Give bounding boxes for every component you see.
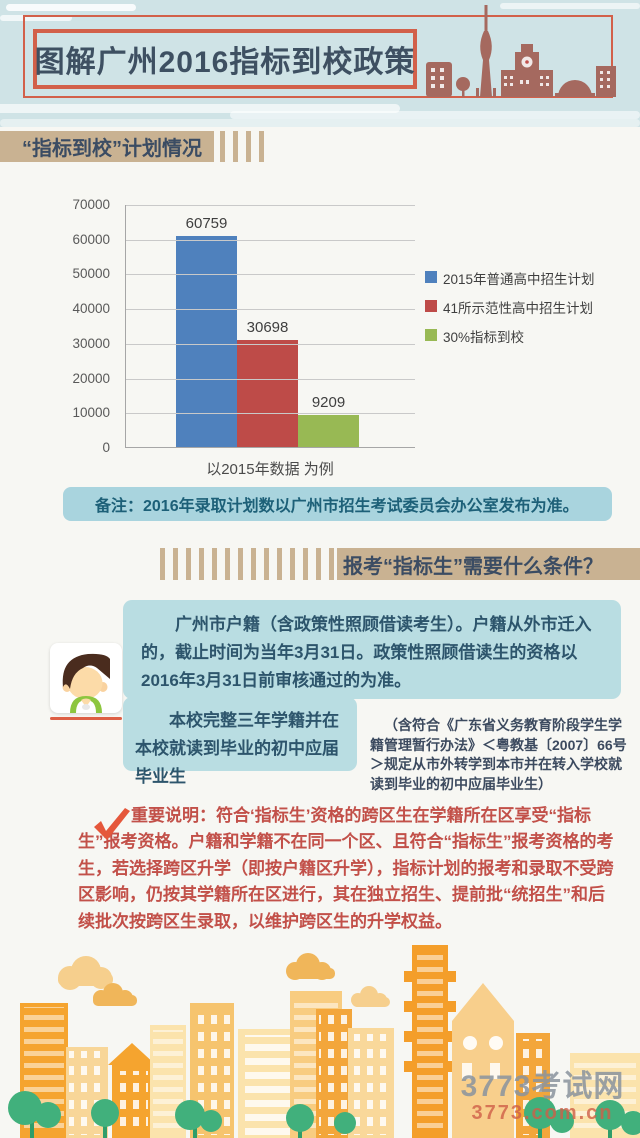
y-tick-label: 30000 xyxy=(72,335,110,351)
stripe-decoration xyxy=(220,131,265,162)
gridline xyxy=(126,309,415,311)
condition-box-residence: 广州市户籍（含政策性照顾借读考生）。户籍从外市迁入的，截止时间为当年3月31日。… xyxy=(123,600,621,699)
legend-label: 41所示范性高中招生计划 xyxy=(443,301,594,316)
legend-item: 30%指标到校 xyxy=(425,326,595,346)
header-banner: 图解广州2016指标到校政策 xyxy=(0,0,640,127)
chart-y-axis: 70000 60000 50000 40000 30000 20000 10000 0 xyxy=(58,197,118,455)
watermark-site-name: 3773考试网 xyxy=(460,1070,625,1103)
chart-plot: 60759 30698 9209 xyxy=(125,205,415,448)
brush-streak xyxy=(0,15,72,21)
gridline xyxy=(126,343,415,345)
chart-bars: 60759 30698 9209 xyxy=(176,215,359,447)
page-title: 图解广州2016指标到校政策 xyxy=(34,46,416,79)
avatar-underline xyxy=(50,717,122,720)
y-tick-label: 10000 xyxy=(72,405,110,421)
legend-swatch xyxy=(425,329,437,341)
note-text: 备注：2016年录取计划数以广州市招生考试委员会办公室发布为准。 xyxy=(95,498,579,515)
y-tick-label: 70000 xyxy=(72,197,110,212)
footer-cityscape: 3773考试网 3773.com.cn xyxy=(0,943,640,1138)
gridline xyxy=(126,274,415,276)
legend-swatch xyxy=(425,300,437,312)
brush-streak xyxy=(6,4,136,11)
bar-value-label: 30698 xyxy=(246,319,289,336)
section-plan-title: “指标到校”计划情况 xyxy=(22,138,202,160)
student-avatar-icon xyxy=(62,653,110,713)
bar-41所示范性高中招生计划: 30698 xyxy=(237,319,298,447)
bar-value-label: 60759 xyxy=(185,215,228,232)
watermark-site-url: 3773.com.cn xyxy=(471,1101,614,1124)
condition-enrollment-text: 本校完整三年学籍并在本校就读到毕业的初中应届毕业生 xyxy=(135,711,339,786)
chart-x-axis-label: 以2015年数据 为例 xyxy=(206,461,334,478)
chart-legend: 2015年普通高中招生计划 41所示范性高中招生计划 30%指标到校 xyxy=(425,268,595,355)
bar-30%指标到校: 9209 xyxy=(298,394,359,447)
header-outer-frame xyxy=(23,15,613,98)
condition-box-enrollment: 本校完整三年学籍并在本校就读到毕业的初中应届毕业生 xyxy=(123,697,357,786)
y-tick-label: 40000 xyxy=(72,301,110,317)
bar-value-label: 9209 xyxy=(311,394,346,411)
section-conditions-title: 报考“指标生”需要什么条件？ xyxy=(343,555,603,578)
y-tick-label: 50000 xyxy=(72,266,110,282)
gridline xyxy=(126,413,415,415)
bar-2015年普通高中招生计划: 60759 xyxy=(176,215,237,447)
legend-swatch xyxy=(425,271,437,283)
legend-label: 2015年普通高中招生计划 xyxy=(443,272,595,287)
important-note-text: 重要说明：符合‘指标生’资格的跨区生在学籍所在区享受“指标生”报考资格。户籍和学… xyxy=(78,806,614,931)
brush-streak xyxy=(230,111,640,119)
section-conditions-bar: 报考“指标生”需要什么条件？ xyxy=(337,548,640,580)
header-title-frame: 图解广州2016指标到校政策 xyxy=(33,29,417,89)
condition-sidenote: （含符合《广东省义务教育阶段学生学籍管理暂行办法》＜粤教基〔2007〕66号＞规… xyxy=(370,717,627,792)
checkmark-icon xyxy=(94,808,130,840)
guangzhou-skyline-icon xyxy=(426,5,616,97)
note-box: 备注：2016年录取计划数以广州市招生考试委员会办公室发布为准。 xyxy=(63,487,612,521)
admission-plan-chart: 70000 60000 50000 40000 30000 20000 10000 0 607… xyxy=(58,196,623,488)
y-tick-label: 0 xyxy=(102,440,110,455)
important-note: 重要说明：符合‘指标生’资格的跨区生在学籍所在区享受“指标生”报考资格。户籍和学… xyxy=(78,803,619,935)
brush-streak xyxy=(0,119,640,127)
section-conditions-header: 报考“指标生”需要什么条件？ xyxy=(0,548,640,580)
legend-item: 2015年普通高中招生计划 xyxy=(425,268,595,288)
watermark: 3773考试网 3773.com.cn xyxy=(450,1071,635,1124)
gridline xyxy=(126,205,415,206)
legend-item: 41所示范性高中招生计划 xyxy=(425,297,595,317)
y-tick-label: 60000 xyxy=(72,231,110,247)
city-buildings-icon xyxy=(8,945,640,1138)
student-avatar xyxy=(50,643,122,713)
section-plan-bar: “指标到校”计划情况 xyxy=(0,131,214,162)
brush-streak xyxy=(500,3,640,9)
y-tick-label: 20000 xyxy=(72,370,110,386)
gridline xyxy=(126,239,415,241)
stripe-decoration xyxy=(160,548,337,580)
gridline xyxy=(126,378,415,380)
brush-streak xyxy=(0,104,400,113)
legend-label: 30%指标到校 xyxy=(443,330,525,345)
condition-residence-text: 广州市户籍（含政策性照顾借读考生）。户籍从外市迁入的，截止时间为当年3月31日。… xyxy=(141,615,592,690)
